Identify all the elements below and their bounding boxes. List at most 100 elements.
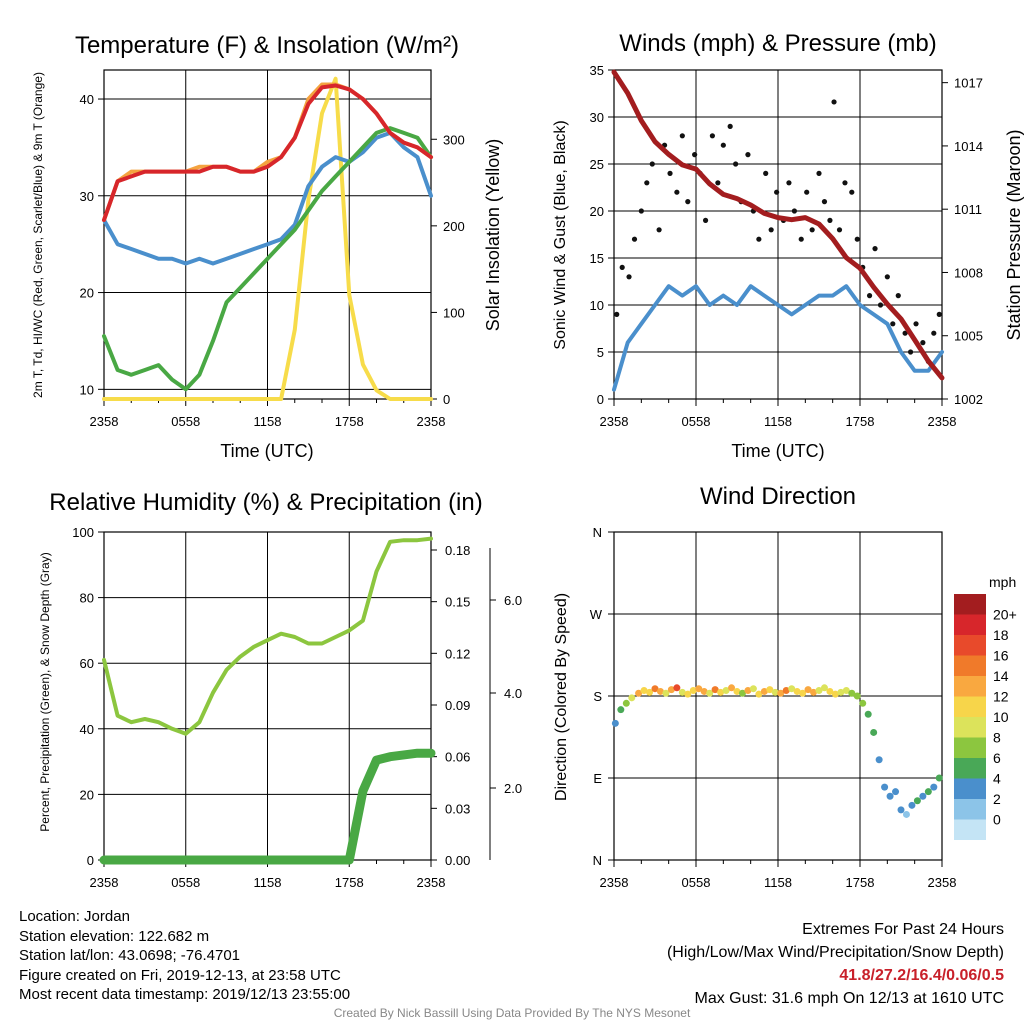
wind-gust-point xyxy=(920,340,926,346)
temp-ytick-label: 40 xyxy=(80,92,94,107)
wind-ytick-label: 20 xyxy=(590,204,604,219)
rh-xtick-label: 0558 xyxy=(171,875,200,890)
rh-y2tick-label: 0.18 xyxy=(445,543,470,558)
dir-point xyxy=(913,797,921,805)
rh-xtick-label: 1758 xyxy=(335,875,364,890)
extremes-values: 41.8/27.2/16.4/0.06/0.5 xyxy=(839,967,1004,984)
dir-point xyxy=(738,689,746,697)
temp-series-line xyxy=(102,83,433,222)
legend-swatch xyxy=(954,799,986,820)
rh-series-line xyxy=(102,536,433,736)
rh-y2tick-label: 0.03 xyxy=(445,801,470,816)
dir-point xyxy=(628,694,636,702)
rh-y3tick-label: 6.0 xyxy=(504,593,522,608)
dir-ytick-label: S xyxy=(593,689,602,704)
legend-swatch xyxy=(954,655,986,676)
dir-point xyxy=(919,792,927,800)
wind-gust-point xyxy=(768,227,774,233)
wind-gust-point xyxy=(804,189,810,195)
dir-point xyxy=(777,689,785,697)
wind-gust-point xyxy=(614,311,620,317)
temp-ylabel: 2m T, Td, HI/WC (Red, Green, Scarlet/Blu… xyxy=(31,72,45,398)
wind-gust-point xyxy=(685,199,691,205)
wind-gust-point xyxy=(890,321,896,327)
dir-point xyxy=(831,690,839,698)
wind-gust-point xyxy=(827,217,833,223)
rh-y2tick-label: 0.06 xyxy=(445,750,470,765)
dir-point xyxy=(842,687,850,695)
wind-gust-point xyxy=(884,274,890,280)
temp-y2tick-label: 100 xyxy=(443,305,465,320)
rh-ytick-label: 100 xyxy=(72,525,94,540)
wind-gust-point xyxy=(791,208,798,214)
wind-gust-point xyxy=(836,227,843,233)
wind-gust-point xyxy=(702,217,709,223)
dir-xtick-label: 2358 xyxy=(600,875,629,890)
dir-xtick-label: 0558 xyxy=(682,875,711,890)
dir-point xyxy=(662,689,670,697)
wind-ytick-label: 30 xyxy=(590,110,604,125)
dir-ytick-label: W xyxy=(590,607,603,622)
recent-text: Most recent data timestamp: 2019/12/13 2… xyxy=(19,986,351,1003)
extremes-info: Extremes For Past 24 Hours (High/Low/Max… xyxy=(667,918,1004,1010)
wind-gust-point xyxy=(821,199,828,205)
temp-xtick-label: 1758 xyxy=(335,414,364,429)
dir-point xyxy=(700,687,708,695)
elevation-text: Station elevation: 122.682 m xyxy=(19,927,210,945)
wind-gust-point xyxy=(786,180,792,186)
wind-gust-point xyxy=(667,170,673,176)
legend-label: 12 xyxy=(993,689,1009,705)
rh-xtick-label: 2358 xyxy=(90,875,119,890)
wind-gust-point xyxy=(692,152,698,158)
legend-label: 0 xyxy=(993,812,1001,828)
extremes-title: Extremes For Past 24 Hours xyxy=(802,921,1004,938)
legend-swatch xyxy=(954,778,986,799)
wind-gust-point xyxy=(872,246,878,252)
rh-xtick-label: 1158 xyxy=(254,875,282,890)
rh-title: Relative Humidity (%) & Precipitation (i… xyxy=(49,489,482,516)
legend-label: 14 xyxy=(993,668,1009,684)
wind-gust-point xyxy=(715,180,721,186)
temp-xtick-label: 2358 xyxy=(90,414,119,429)
dir-point xyxy=(924,788,932,796)
dir-point xyxy=(886,792,894,800)
rh-y2tick-label: 0.00 xyxy=(445,853,470,868)
wind-gust-point xyxy=(877,302,884,308)
dir-point xyxy=(673,684,681,692)
temp-ylabel2: Solar Insolation (Yellow) xyxy=(483,139,503,331)
wind-gust-point xyxy=(720,142,726,148)
legend-label: 10 xyxy=(993,709,1009,725)
wind-gust-point xyxy=(902,330,908,336)
dir-point xyxy=(804,686,812,694)
dir-point xyxy=(711,686,719,694)
dir-point xyxy=(897,806,905,814)
temp-title: Temperature (F) & Insolation (W/m²) xyxy=(75,32,459,59)
wind-gust-point xyxy=(809,227,815,233)
temp-series-line xyxy=(102,130,433,266)
dir-point xyxy=(667,686,675,694)
station-info: Location: Jordan Station elevation: 122.… xyxy=(19,907,350,1005)
dir-point xyxy=(902,810,910,818)
dir-point xyxy=(760,687,768,695)
wind-gust-point xyxy=(619,264,625,270)
wind-gust-point xyxy=(854,236,860,242)
wind-gust-point xyxy=(895,293,901,299)
dir-xtick-label: 2358 xyxy=(928,875,957,890)
wind-xtick-label: 2358 xyxy=(600,414,629,429)
legend-swatch xyxy=(954,696,986,717)
dir-point xyxy=(810,688,818,696)
wind-ytick-label: 35 xyxy=(590,63,604,78)
dir-point xyxy=(771,688,779,696)
temp-series-line xyxy=(102,126,433,392)
dir-point xyxy=(733,687,741,695)
legend-label: 18 xyxy=(993,627,1009,643)
wind-gust-point xyxy=(709,133,716,139)
wind-gust-point xyxy=(626,274,632,280)
wind-gust-point xyxy=(674,189,680,195)
dir-point xyxy=(611,719,619,727)
wind-xtick-label: 1758 xyxy=(846,414,875,429)
dir-point xyxy=(640,687,648,695)
temp-xtick-label: 2358 xyxy=(417,414,446,429)
rh-y2tick-label: 0.12 xyxy=(445,646,470,661)
